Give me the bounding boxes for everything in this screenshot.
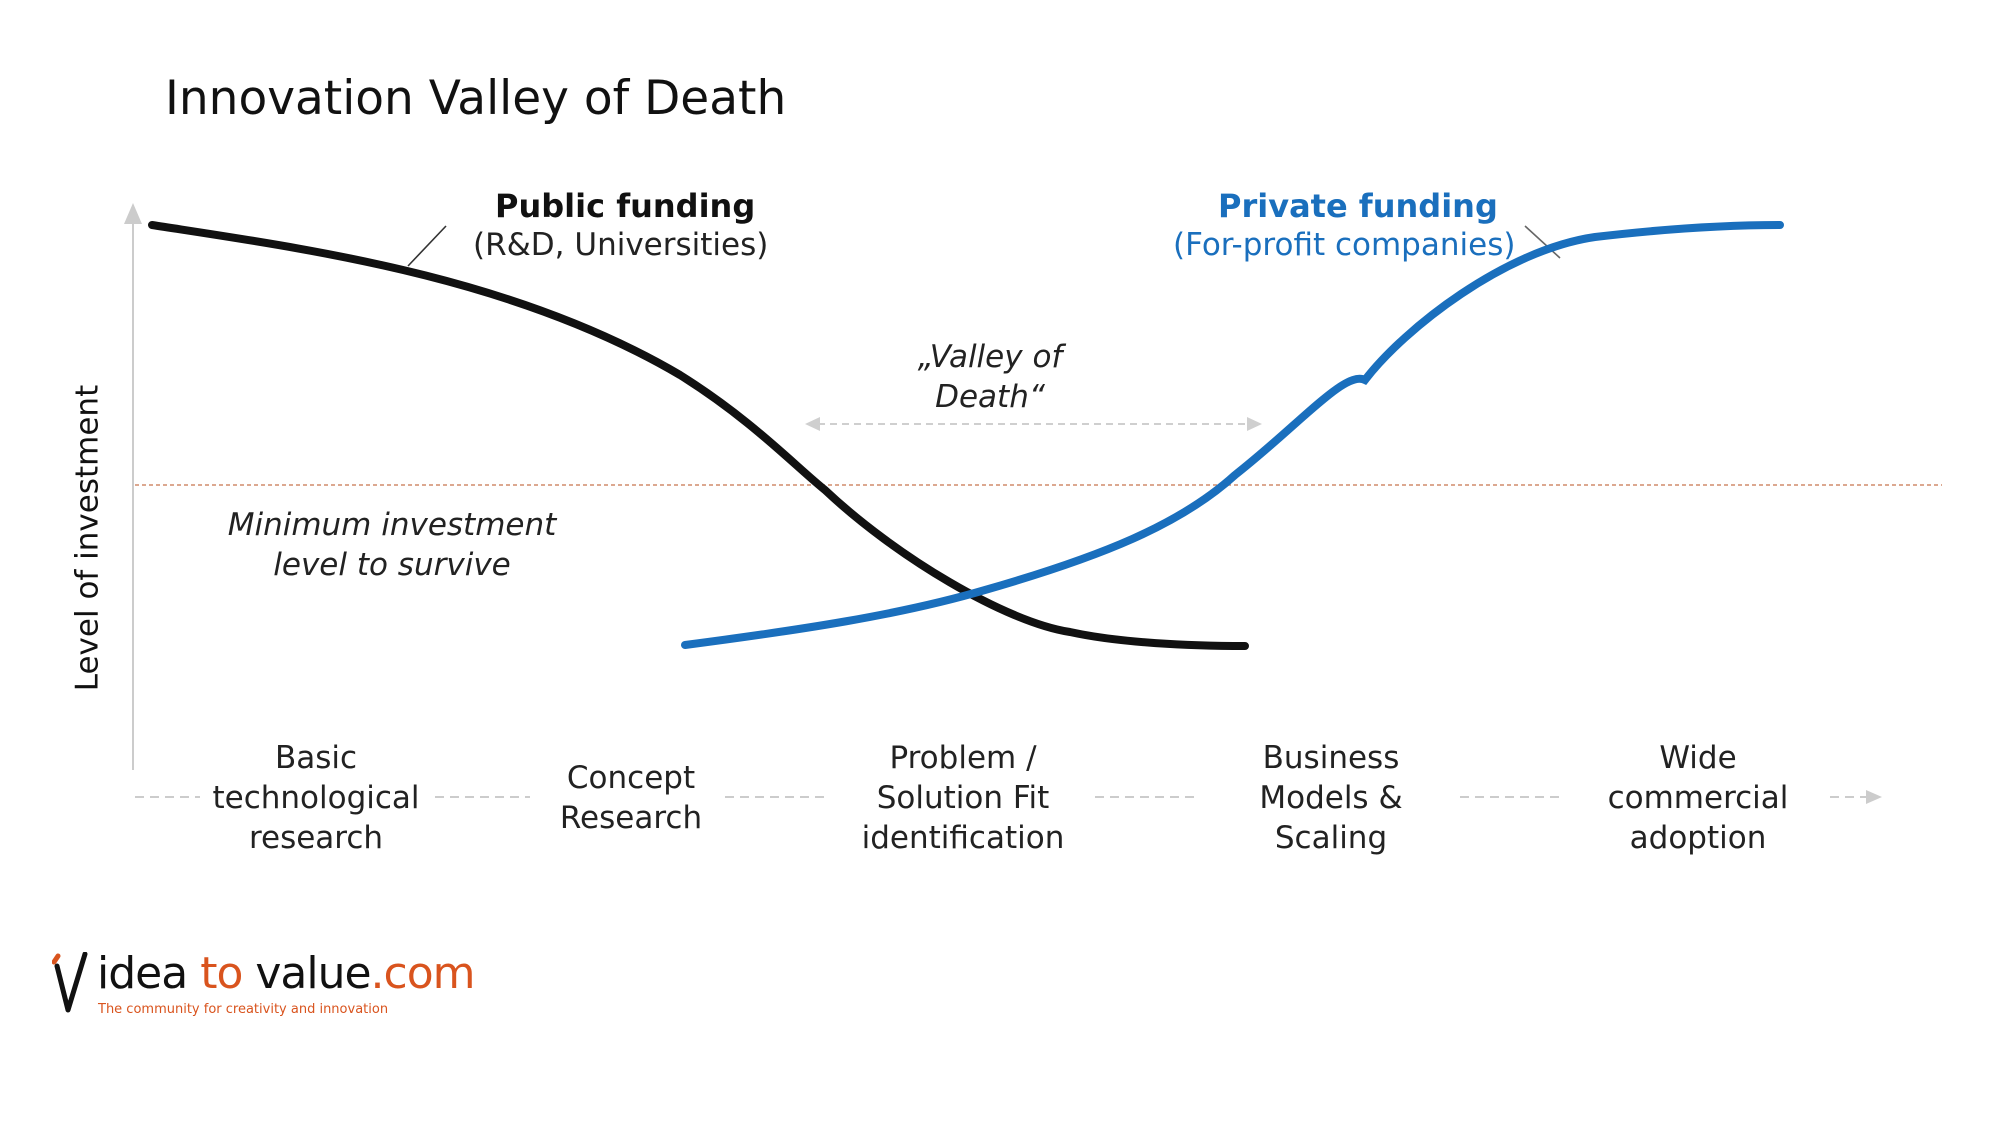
stage-line: research	[248, 820, 384, 856]
stage-line: Research	[559, 800, 703, 836]
stage-line: Scaling	[1274, 820, 1388, 856]
y-axis-label: Level of investment	[69, 384, 106, 692]
public-funding-curve	[148, 221, 1249, 650]
stage-line: Basic	[274, 740, 358, 776]
stage-line: Problem /	[889, 740, 1037, 776]
public-funding-title: Public funding	[495, 187, 756, 225]
stage-label-commercial-adoption: Wide commercial adoption	[1578, 738, 1818, 858]
minimum-investment-label: Minimum investment level to survive	[227, 505, 557, 585]
logo-word-idea: idea	[97, 948, 201, 999]
stage-label-problem-solution-fit: Problem / Solution Fit identification	[843, 738, 1083, 858]
private-funding-curve	[681, 221, 1784, 649]
public-funding-subtitle: (R&D, Universities)	[473, 227, 769, 263]
valley-span-arrow-left	[805, 417, 820, 431]
valley-span-arrow-right	[1247, 417, 1262, 431]
stage-line: Business	[1262, 740, 1400, 776]
valley-label-line: „Valley of	[917, 339, 1063, 375]
stage-label-business-models: Business Models & Scaling	[1211, 738, 1451, 858]
logo-tagline: The community for creativity and innovat…	[98, 1002, 389, 1017]
page-title: Innovation Valley of Death	[165, 71, 787, 126]
stage-line: Wide	[1659, 740, 1737, 776]
valley-of-death-label: „Valley of Death“	[870, 337, 1110, 417]
public-funding-leader	[407, 225, 447, 267]
stage-line: identification	[861, 820, 1065, 856]
logo-word-com: .com	[370, 948, 476, 999]
stage-label-basic-research: Basic technological research	[196, 738, 436, 858]
stage-line: Models &	[1259, 780, 1403, 816]
stage-line: commercial	[1607, 780, 1789, 816]
logo-wordmark: idea to value.com	[97, 952, 476, 996]
private-funding-subtitle: (For-profit companies)	[1173, 227, 1516, 263]
minimum-label-line: Minimum investment	[227, 507, 557, 543]
stage-line: adoption	[1629, 820, 1767, 856]
private-funding-leader	[1524, 225, 1561, 259]
logo-v-icon	[52, 952, 88, 1013]
stage-line: technological	[212, 780, 420, 816]
stage-label-concept-research: Concept Research	[511, 758, 751, 838]
minimum-label-line: level to survive	[273, 547, 511, 583]
logo-word-to: to	[200, 948, 256, 999]
private-funding-title: Private funding	[1218, 187, 1498, 225]
stage-line: Concept	[566, 760, 696, 796]
stage-line: Solution Fit	[876, 780, 1050, 816]
logo-word-value: value	[255, 948, 371, 999]
valley-label-line: Death“	[935, 379, 1045, 415]
x-axis-arrowhead	[1866, 790, 1882, 804]
y-axis-arrowhead	[124, 203, 142, 224]
